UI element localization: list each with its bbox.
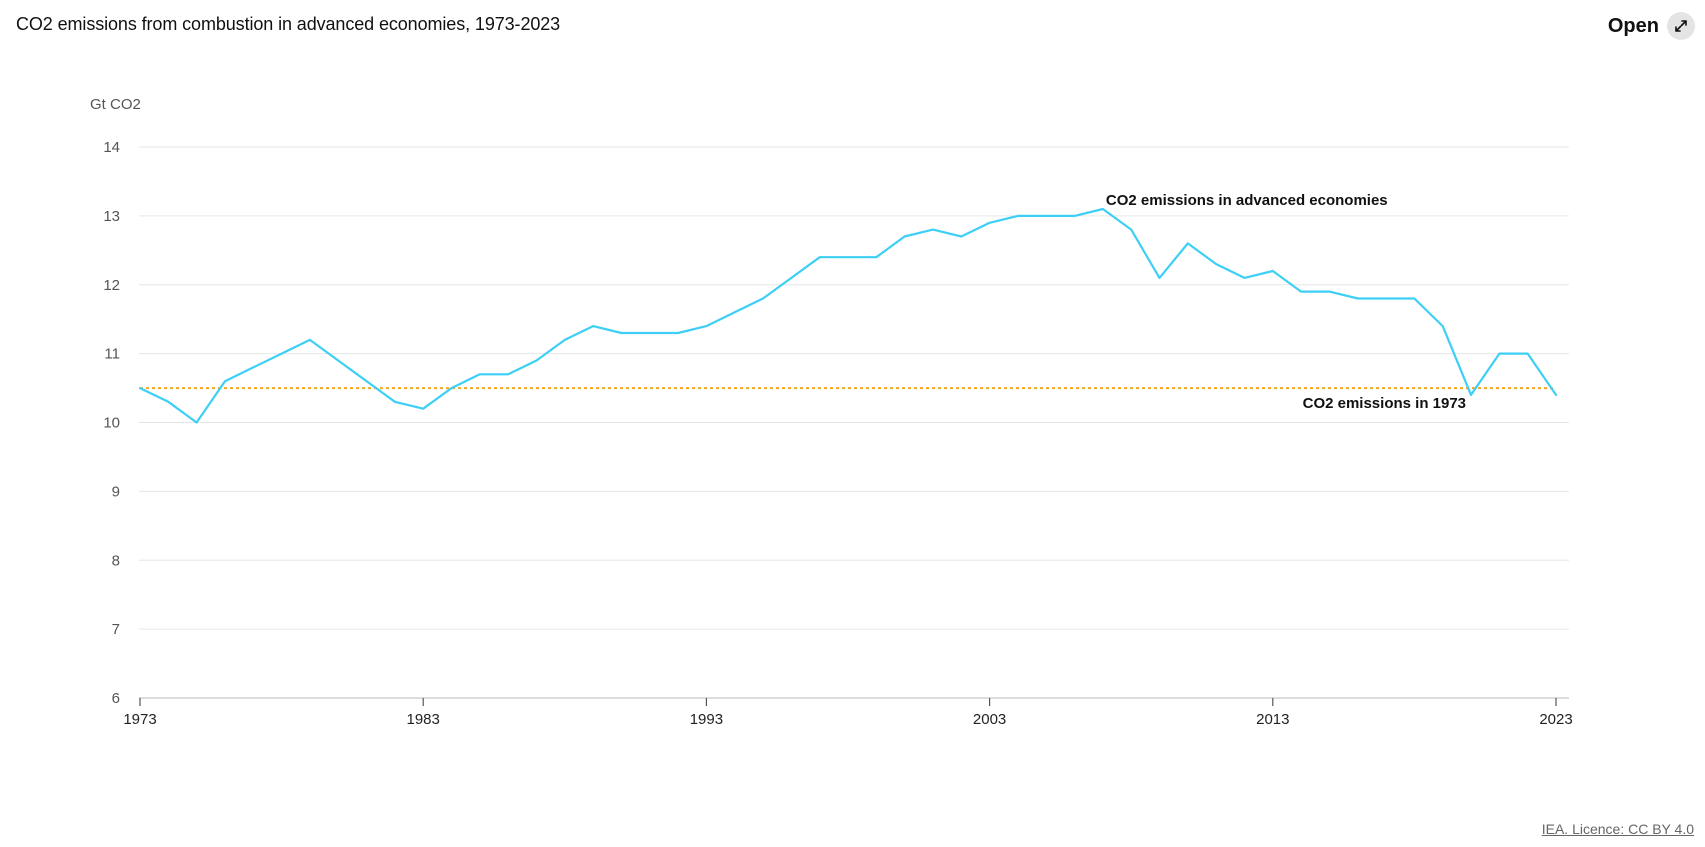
open-label: Open [1607, 14, 1659, 37]
expand-arrows-icon [1675, 20, 1687, 32]
x-tick-label: 2013 [1256, 711, 1289, 728]
y-tick-label: 9 [112, 483, 120, 500]
series-line-0 [138, 207, 1558, 424]
annotation-series-label: CO2 emissions in advanced economies [1106, 192, 1388, 209]
y-tick-label: 14 [103, 139, 120, 156]
expand-icon[interactable] [1667, 12, 1695, 40]
x-tick-label: 1973 [123, 711, 156, 728]
x-tick-label: 1993 [690, 711, 723, 728]
y-axis-unit-label: Gt CO2 [90, 96, 141, 113]
x-tick-label: 2023 [1539, 711, 1572, 728]
x-tick-label: 1983 [407, 711, 440, 728]
y-tick-label: 8 [112, 552, 120, 569]
y-tick-label: 13 [103, 208, 120, 225]
y-tick-label: 7 [112, 621, 120, 638]
annotation-reference-label: CO2 emissions in 1973 [1303, 395, 1466, 412]
y-tick-label: 12 [103, 277, 120, 294]
licence-link[interactable]: IEA. Licence: CC BY 4.0 [1541, 821, 1694, 837]
open-button[interactable]: Open [1608, 12, 1695, 40]
chart-title: CO2 emissions from combustion in advance… [16, 14, 561, 34]
y-tick-label: 10 [103, 415, 120, 432]
y-tick-label: 11 [104, 346, 120, 363]
y-tick-label: 6 [112, 690, 120, 707]
x-tick-label: 2003 [973, 711, 1006, 728]
